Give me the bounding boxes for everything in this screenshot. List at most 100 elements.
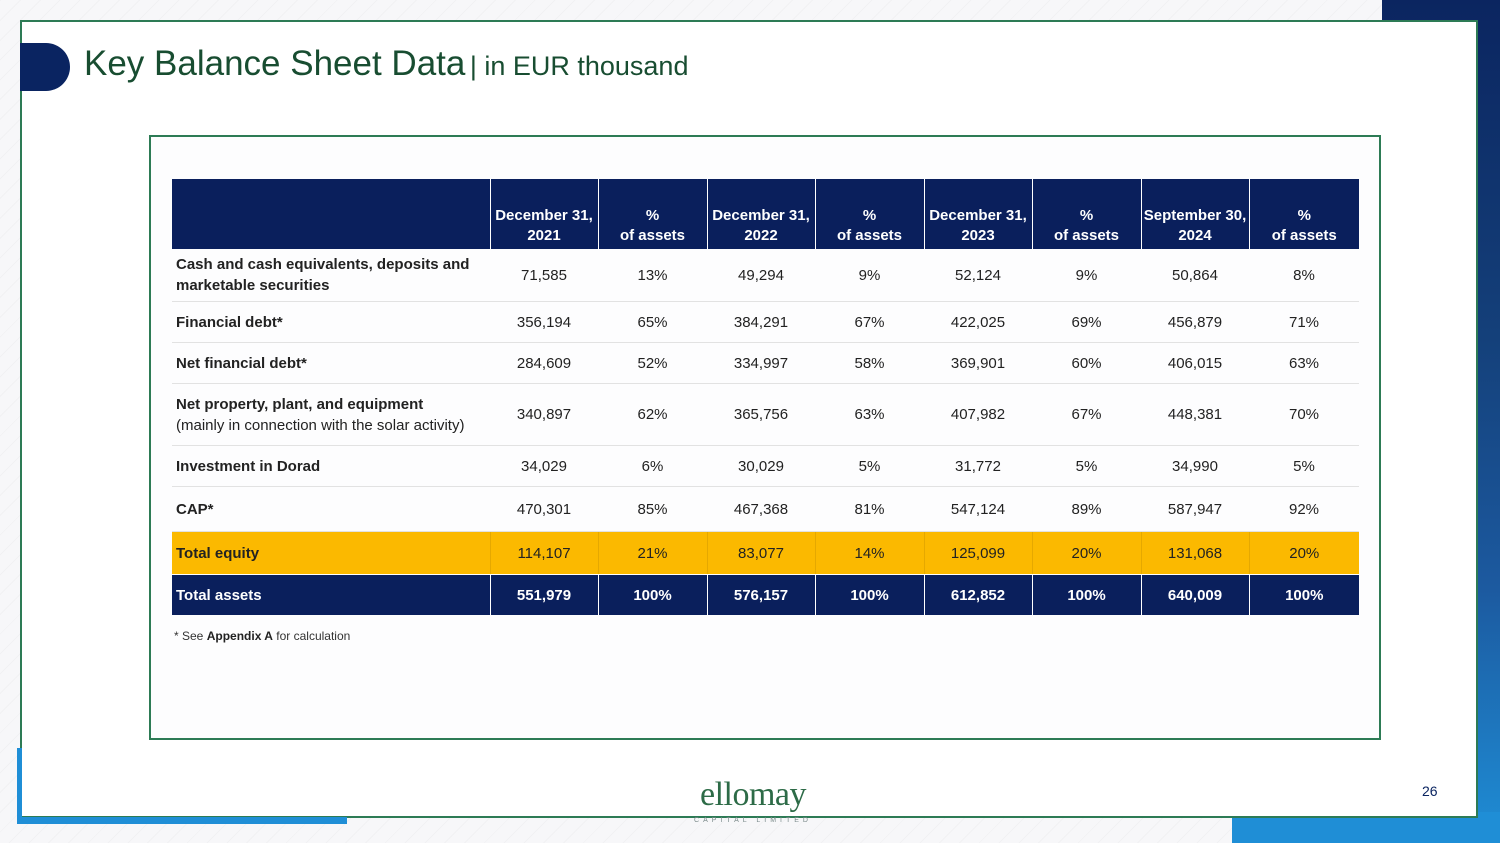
column-header: December 31, 2021 <box>489 179 598 249</box>
value-cell: 284,609 <box>490 342 598 384</box>
value-cell: 551,979 <box>489 574 598 615</box>
percent-cell: 100% <box>1031 574 1141 615</box>
value-cell: 365,756 <box>707 383 815 446</box>
bottom-accent-bar <box>17 817 347 824</box>
row-label: Total assets <box>172 574 490 615</box>
row-cash: Cash and cash equivalents, deposits and … <box>172 249 1359 302</box>
percent-cell: 70% <box>1249 383 1359 446</box>
value-cell: 369,901 <box>924 342 1032 384</box>
row-investment-dorad: Investment in Dorad 34,029 6% 30,029 5% 31,77… <box>172 445 1359 487</box>
percent-cell: 58% <box>815 342 924 384</box>
balance-sheet-table: December 31, 2021% of assets December 31,… <box>172 179 1359 615</box>
column-header: % of assets <box>597 179 707 249</box>
row-label-text: Total equity <box>176 544 260 562</box>
value-cell: 576,157 <box>706 574 815 615</box>
row-financial-debt: Financial debt* 356,194 65% 384,291 67% 422,0… <box>172 301 1359 343</box>
percent-cell: 100% <box>1248 574 1359 615</box>
percent-cell: 63% <box>1249 342 1359 384</box>
percent-cell: 13% <box>598 249 707 302</box>
value-cell: 50,864 <box>1141 249 1249 302</box>
row-label-text: Cash and cash equivalents, deposits and … <box>176 256 470 294</box>
column-header: September 30, 2024 <box>1140 179 1249 249</box>
percent-cell: 5% <box>815 445 924 487</box>
percent-cell: 63% <box>815 383 924 446</box>
percent-cell: 6% <box>598 445 707 487</box>
value-cell: 30,029 <box>707 445 815 487</box>
row-label: Cash and cash equivalents, deposits and … <box>172 249 490 302</box>
value-cell: 125,099 <box>923 531 1032 575</box>
percent-cell: 67% <box>1032 383 1141 446</box>
row-label-text: Total assets <box>176 586 262 604</box>
percent-cell: 69% <box>1032 301 1141 343</box>
value-cell: 114,107 <box>489 531 598 575</box>
left-accent-bar <box>17 748 22 822</box>
footnote-suffix: for calculation <box>276 629 351 643</box>
percent-cell: 52% <box>598 342 707 384</box>
percent-cell: 100% <box>597 574 707 615</box>
percent-cell: 20% <box>1248 531 1359 575</box>
row-label: Total equity <box>172 531 490 575</box>
value-cell: 83,077 <box>706 531 815 575</box>
percent-cell: 9% <box>815 249 924 302</box>
value-cell: 406,015 <box>1141 342 1249 384</box>
header-label-cell <box>172 179 490 249</box>
row-label-note: (mainly in connection with the solar act… <box>176 416 465 434</box>
footnote-appendix-link[interactable]: Appendix A <box>206 629 273 643</box>
percent-cell: 9% <box>1032 249 1141 302</box>
row-label-text: Investment in Dorad <box>176 457 321 475</box>
column-header: December 31, 2022 <box>706 179 815 249</box>
row-label-text: Financial debt* <box>176 313 283 331</box>
footer-divider-left <box>347 816 687 817</box>
value-cell: 71,585 <box>490 249 598 302</box>
row-net-financial-debt: Net financial debt* 284,609 52% 334,997 58% 3… <box>172 342 1359 384</box>
footnote: * See Appendix A for calculation <box>174 629 350 643</box>
value-cell: 612,852 <box>923 574 1032 615</box>
percent-cell: 20% <box>1031 531 1141 575</box>
column-header: December 31, 2023 <box>923 179 1032 249</box>
column-header: % of assets <box>814 179 924 249</box>
value-cell: 448,381 <box>1141 383 1249 446</box>
value-cell: 467,368 <box>707 486 815 532</box>
value-cell: 456,879 <box>1141 301 1249 343</box>
percent-cell: 5% <box>1249 445 1359 487</box>
percent-cell: 62% <box>598 383 707 446</box>
table-header-row: December 31, 2021% of assets December 31,… <box>172 179 1359 249</box>
percent-cell: 81% <box>815 486 924 532</box>
value-cell: 587,947 <box>1141 486 1249 532</box>
row-total-assets: Total assets 551,979 100% 576,157 100% 612,85… <box>172 574 1359 615</box>
company-logo: ellomay CAPITAL LIMITED <box>676 776 830 825</box>
percent-cell: 5% <box>1032 445 1141 487</box>
percent-cell: 85% <box>598 486 707 532</box>
row-cap: CAP* 470,301 85% 467,368 81% 547,124 89% 587,94… <box>172 486 1359 532</box>
title-marker-shape <box>20 43 70 91</box>
percent-cell: 14% <box>814 531 924 575</box>
row-label-text: Net financial debt* <box>176 354 307 372</box>
row-net-ppe: Net property, plant, and equipment (mainl… <box>172 383 1359 446</box>
column-header: % of assets <box>1248 179 1359 249</box>
value-cell: 34,990 <box>1141 445 1249 487</box>
percent-cell: 71% <box>1249 301 1359 343</box>
value-cell: 422,025 <box>924 301 1032 343</box>
value-cell: 31,772 <box>924 445 1032 487</box>
row-label: CAP* <box>172 486 490 532</box>
value-cell: 34,029 <box>490 445 598 487</box>
row-label-text: Net property, plant, and equipment <box>176 395 424 413</box>
percent-cell: 67% <box>815 301 924 343</box>
value-cell: 384,291 <box>707 301 815 343</box>
row-label: Financial debt* <box>172 301 490 343</box>
logo-tagline: CAPITAL LIMITED <box>694 817 812 824</box>
value-cell: 470,301 <box>490 486 598 532</box>
percent-cell: 100% <box>814 574 924 615</box>
value-cell: 640,009 <box>1140 574 1249 615</box>
percent-cell: 92% <box>1249 486 1359 532</box>
value-cell: 52,124 <box>924 249 1032 302</box>
row-total-equity: Total equity 114,107 21% 83,077 14% 125,099 20… <box>172 531 1359 575</box>
value-cell: 49,294 <box>707 249 815 302</box>
percent-cell: 8% <box>1249 249 1359 302</box>
value-cell: 547,124 <box>924 486 1032 532</box>
logo-wordmark: ellomay <box>699 776 807 813</box>
value-cell: 356,194 <box>490 301 598 343</box>
value-cell: 131,068 <box>1140 531 1249 575</box>
row-label: Net property, plant, and equipment (mainl… <box>172 383 490 446</box>
page-title: Key Balance Sheet Data | in EUR thousand <box>84 44 688 84</box>
